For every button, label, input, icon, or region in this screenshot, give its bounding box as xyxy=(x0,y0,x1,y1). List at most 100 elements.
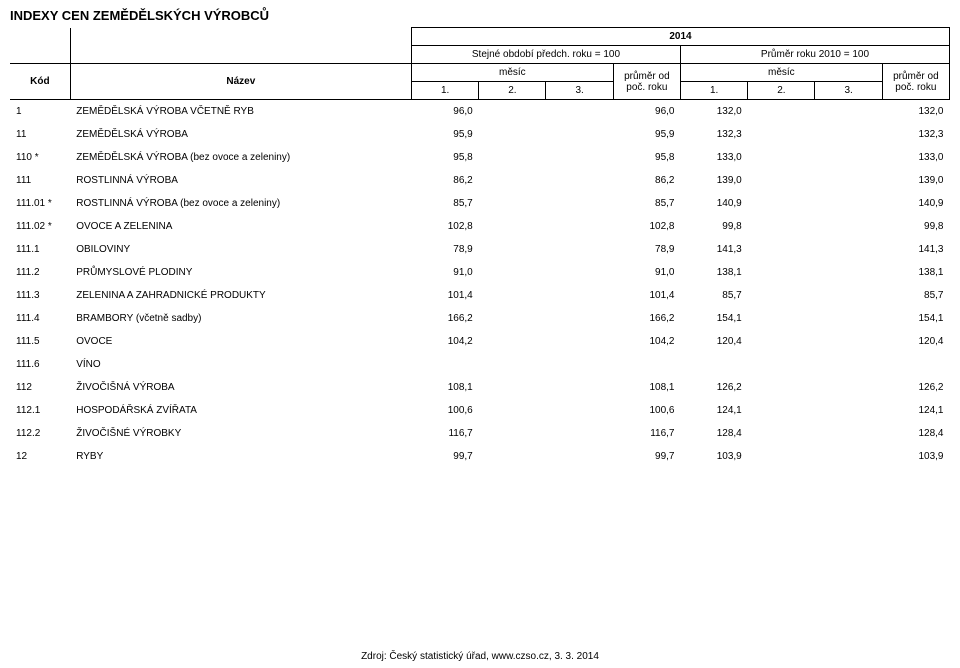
cell-value xyxy=(815,261,882,284)
cell-value: 102,8 xyxy=(411,215,478,238)
cell-value: 100,6 xyxy=(411,399,478,422)
header-col-a3: 3. xyxy=(546,82,613,100)
header-group-a: Stejné období předch. roku = 100 xyxy=(411,46,680,64)
cell-value: 128,4 xyxy=(680,422,747,445)
cell-value xyxy=(815,192,882,215)
cell-value xyxy=(748,307,815,330)
cell-nazev: ZEMĚDĚLSKÁ VÝROBA VČETNĚ RYB xyxy=(70,100,411,124)
cell-value xyxy=(815,330,882,353)
cell-value xyxy=(546,445,613,468)
cell-value xyxy=(748,123,815,146)
cell-value xyxy=(546,238,613,261)
cell-value xyxy=(748,100,815,124)
page-title: INDEXY CEN ZEMĚDĚLSKÝCH VÝROBCŮ xyxy=(0,0,960,27)
cell-value xyxy=(546,100,613,124)
cell-value xyxy=(748,169,815,192)
cell-value: 103,9 xyxy=(680,445,747,468)
cell-kod: 111.02 * xyxy=(10,215,70,238)
cell-value: 133,0 xyxy=(882,146,949,169)
cell-value xyxy=(748,422,815,445)
header-year: 2014 xyxy=(411,28,949,46)
table-row: 112ŽIVOČIŠNÁ VÝROBA108,1108,1126,2126,2 xyxy=(10,376,950,399)
cell-nazev: VÍNO xyxy=(70,353,411,376)
cell-value xyxy=(411,353,478,376)
cell-value: 103,9 xyxy=(882,445,949,468)
cell-nazev: ZEMĚDĚLSKÁ VÝROBA (bez ovoce a zeleniny) xyxy=(70,146,411,169)
cell-value: 96,0 xyxy=(613,100,680,124)
table-row: 111ROSTLINNÁ VÝROBA86,286,2139,0139,0 xyxy=(10,169,950,192)
table-row: 111.5OVOCE104,2104,2120,4120,4 xyxy=(10,330,950,353)
cell-value: 108,1 xyxy=(613,376,680,399)
table-row: 111.6VÍNO xyxy=(10,353,950,376)
cell-value: 85,7 xyxy=(882,284,949,307)
cell-value xyxy=(815,422,882,445)
header-prumer-b: průměr od poč. roku xyxy=(882,64,949,100)
cell-value xyxy=(546,399,613,422)
cell-value: 166,2 xyxy=(411,307,478,330)
cell-value: 101,4 xyxy=(613,284,680,307)
cell-value: 85,7 xyxy=(613,192,680,215)
cell-value xyxy=(815,169,882,192)
cell-value: 141,3 xyxy=(680,238,747,261)
cell-value xyxy=(479,422,546,445)
cell-value xyxy=(815,445,882,468)
header-group-b: Průměr roku 2010 = 100 xyxy=(680,46,949,64)
cell-value: 104,2 xyxy=(613,330,680,353)
cell-value: 95,9 xyxy=(411,123,478,146)
cell-kod: 111.2 xyxy=(10,261,70,284)
cell-value xyxy=(748,284,815,307)
cell-value xyxy=(479,353,546,376)
cell-value: 78,9 xyxy=(411,238,478,261)
cell-kod: 111.1 xyxy=(10,238,70,261)
cell-value: 96,0 xyxy=(411,100,478,124)
cell-value xyxy=(748,330,815,353)
cell-value: 154,1 xyxy=(680,307,747,330)
cell-value xyxy=(546,146,613,169)
cell-value: 99,7 xyxy=(613,445,680,468)
cell-nazev: OVOCE xyxy=(70,330,411,353)
price-index-table: 2014 Stejné období předch. roku = 100 Pr… xyxy=(10,27,950,468)
cell-kod: 111.01 * xyxy=(10,192,70,215)
table-row: 111.02 *OVOCE A ZELENINA102,8102,899,899… xyxy=(10,215,950,238)
cell-kod: 111 xyxy=(10,169,70,192)
cell-value xyxy=(748,146,815,169)
cell-value xyxy=(680,353,747,376)
cell-value xyxy=(546,192,613,215)
cell-value xyxy=(479,445,546,468)
table-header: 2014 Stejné období předch. roku = 100 Pr… xyxy=(10,28,950,100)
cell-value: 132,3 xyxy=(882,123,949,146)
cell-value xyxy=(546,422,613,445)
cell-value: 86,2 xyxy=(411,169,478,192)
cell-value xyxy=(546,307,613,330)
cell-value: 120,4 xyxy=(680,330,747,353)
table-row: 111.3ZELENINA A ZAHRADNICKÉ PRODUKTY 101,… xyxy=(10,284,950,307)
cell-value xyxy=(546,330,613,353)
cell-value xyxy=(748,192,815,215)
cell-nazev: HOSPODÁŘSKÁ ZVÍŘATA xyxy=(70,399,411,422)
header-nazev: Název xyxy=(70,64,411,100)
cell-value xyxy=(479,192,546,215)
cell-value: 78,9 xyxy=(613,238,680,261)
table-row: 110 *ZEMĚDĚLSKÁ VÝROBA (bez ovoce a zele… xyxy=(10,146,950,169)
cell-value: 132,0 xyxy=(882,100,949,124)
cell-nazev: ZELENINA A ZAHRADNICKÉ PRODUKTY xyxy=(70,284,411,307)
cell-value: 132,3 xyxy=(680,123,747,146)
cell-value: 104,2 xyxy=(411,330,478,353)
cell-value: 95,8 xyxy=(411,146,478,169)
cell-value: 139,0 xyxy=(882,169,949,192)
cell-kod: 111.4 xyxy=(10,307,70,330)
cell-value xyxy=(748,353,815,376)
cell-value: 132,0 xyxy=(680,100,747,124)
cell-kod: 111.3 xyxy=(10,284,70,307)
cell-value: 154,1 xyxy=(882,307,949,330)
cell-value xyxy=(546,376,613,399)
cell-value xyxy=(479,330,546,353)
cell-kod: 11 xyxy=(10,123,70,146)
table-row: 111.4BRAMBORY (včetně sadby)166,2166,215… xyxy=(10,307,950,330)
cell-value: 124,1 xyxy=(882,399,949,422)
cell-value: 116,7 xyxy=(411,422,478,445)
cell-value xyxy=(815,284,882,307)
cell-nazev: RYBY xyxy=(70,445,411,468)
footer-source: Zdroj: Český statistický úřad, www.czso.… xyxy=(0,651,960,662)
cell-value: 140,9 xyxy=(882,192,949,215)
